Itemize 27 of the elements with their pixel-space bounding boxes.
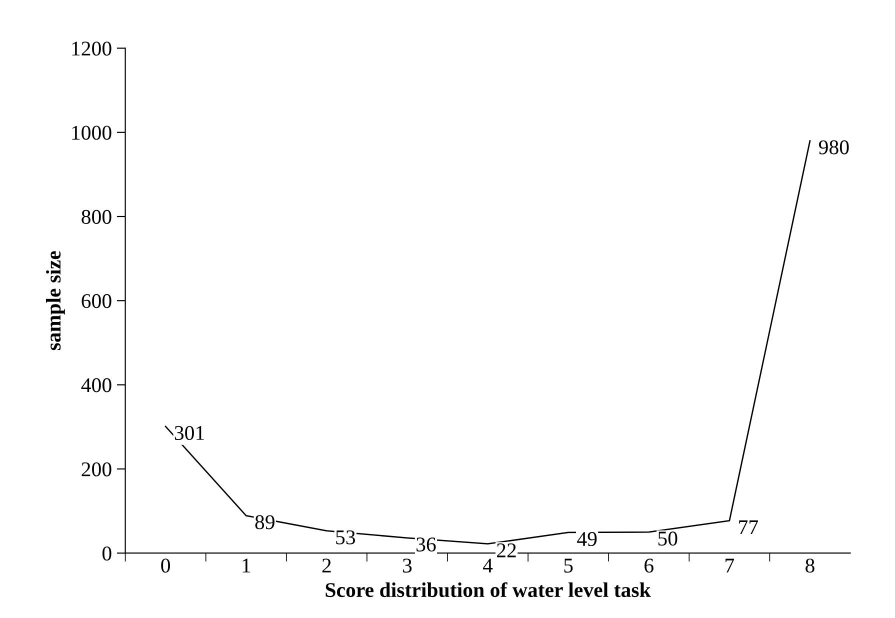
- x-axis-title: Score distribution of water level task: [326, 582, 651, 598]
- y-tick-label: 200: [82, 462, 112, 476]
- x-tick-label: 3: [403, 558, 412, 573]
- y-tick-label: 600: [82, 294, 112, 308]
- y-axis-title: sample size: [46, 251, 65, 350]
- data-label: 980: [818, 140, 849, 154]
- x-tick-label: 7: [726, 558, 734, 572]
- y-tick-label: 800: [82, 210, 112, 224]
- x-tick-label: 6: [644, 558, 654, 573]
- y-tick-label: 400: [81, 378, 112, 392]
- y-tick-label: 1200: [72, 42, 112, 56]
- data-label: 301: [174, 426, 204, 440]
- x-tick-label: 5: [564, 558, 573, 573]
- x-tick-label: 2: [322, 558, 331, 572]
- data-label: 49: [577, 532, 597, 546]
- y-tick-label: 1000: [72, 126, 112, 140]
- data-label: 36: [416, 538, 436, 552]
- x-tick-label: 1: [242, 558, 250, 572]
- data-label: 53: [336, 530, 356, 544]
- y-tick-label: 0: [102, 546, 112, 561]
- data-label: 22: [497, 543, 516, 558]
- data-label: 89: [255, 515, 274, 530]
- x-tick-label: 0: [161, 558, 170, 573]
- data-label: 77: [739, 520, 758, 534]
- x-tick-label: 4: [482, 558, 493, 572]
- data-label: 50: [658, 532, 678, 546]
- x-tick-label: 8: [806, 558, 814, 573]
